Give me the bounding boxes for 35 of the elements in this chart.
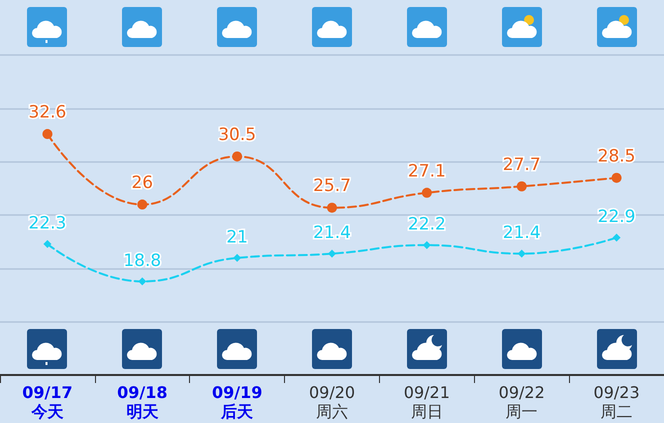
x-tick-label: 09/19 后天 — [212, 383, 262, 421]
point — [43, 240, 52, 248]
data-label: 27.7 — [502, 154, 541, 175]
point — [232, 151, 242, 162]
point — [328, 250, 336, 258]
data-label: 32.6 — [28, 102, 66, 123]
point — [518, 250, 526, 258]
point — [42, 129, 52, 140]
data-label: 28.5 — [598, 146, 636, 166]
x-tick-label: 09/17 今天 — [22, 383, 73, 421]
data-label: 21.4 — [502, 223, 541, 244]
point — [138, 277, 146, 286]
point — [327, 202, 337, 213]
x-tick-label: 09/21 周日 — [404, 383, 450, 421]
data-label: 22.9 — [598, 207, 636, 228]
point — [612, 234, 621, 242]
x-tick-label: 09/22 周一 — [498, 383, 545, 421]
point — [233, 254, 242, 262]
point — [612, 172, 622, 183]
x-tick-label: 09/20 周六 — [308, 383, 356, 421]
point — [422, 241, 431, 250]
data-label: 18.8 — [123, 250, 162, 271]
data-label: 22.3 — [28, 214, 66, 234]
data-label: 26 — [131, 173, 154, 194]
point — [422, 188, 432, 198]
x-tick-label: 09/23 周二 — [594, 383, 640, 421]
data-label: 27.1 — [408, 161, 446, 182]
data-label: 22.2 — [408, 214, 446, 235]
point — [137, 200, 148, 210]
data-label: 30.5 — [218, 124, 256, 145]
point — [516, 181, 527, 192]
x-tick-label: 09/18 明天 — [117, 383, 168, 421]
data-label: 25.7 — [313, 176, 351, 196]
data-label: 21.4 — [313, 223, 351, 244]
data-label: 21 — [226, 227, 248, 248]
